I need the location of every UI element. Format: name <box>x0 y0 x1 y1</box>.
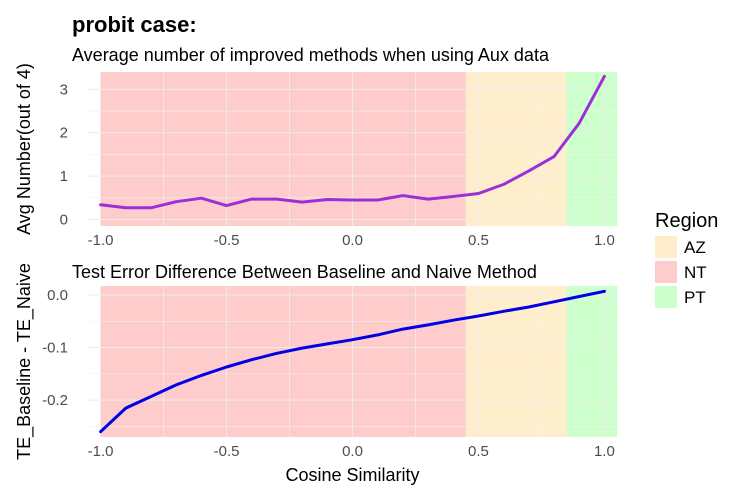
x-tick-label: -0.5 <box>214 232 240 249</box>
x-tick-label: -0.5 <box>214 443 240 460</box>
region-nt <box>100 72 466 226</box>
x-tick-label: -1.0 <box>88 443 114 460</box>
y-tick-label: 1 <box>60 168 68 185</box>
y-axis-label: Avg Number(out of 4) <box>14 63 34 235</box>
legend-title: Region <box>655 210 718 232</box>
y-tick-label: 0.0 <box>47 287 68 304</box>
panels: -1.0 -0.5 0.0 0.5 1.0 0 1 2 3 Avg Number(out of 4… <box>14 63 617 485</box>
x-tick-label: 0.0 <box>342 443 363 460</box>
y-tick-label: -0.2 <box>42 392 68 409</box>
legend-label-az: AZ <box>684 238 706 257</box>
panel-2: -1.0 -0.5 0.0 0.5 1.0 0.0 -0.1 -0.2 TE_Baseline … <box>14 263 617 485</box>
legend-key-az <box>655 236 677 258</box>
legend-key-nt <box>655 261 677 283</box>
panel2-title: Test Error Difference Between Baseline a… <box>72 262 537 282</box>
y-tick-label: 2 <box>60 125 68 142</box>
x-axis-label: Cosine Similarity <box>285 465 419 485</box>
x-tick-label: 0.0 <box>342 232 363 249</box>
region-pt <box>566 286 617 437</box>
series-line-te_diff <box>99 289 606 434</box>
series-line-avg_improved <box>99 74 606 210</box>
legend-key-pt <box>655 286 677 308</box>
x-tick-label: 1.0 <box>594 443 615 460</box>
y-tick-label: 0 <box>60 211 68 228</box>
x-tick-label: 0.5 <box>468 443 489 460</box>
region-pt <box>566 72 617 226</box>
x-tick-label: 0.5 <box>468 232 489 249</box>
panel1-title: Average number of improved methods when … <box>72 45 550 65</box>
y-tick-label: 3 <box>60 81 68 98</box>
figure-title: probit case: <box>72 12 197 37</box>
region-az <box>465 72 567 226</box>
x-tick-label: 1.0 <box>594 232 615 249</box>
y-axis-label: TE_Baseline - TE_Naive <box>14 263 35 460</box>
panel-1: -1.0 -0.5 0.0 0.5 1.0 0 1 2 3 Avg Number(out of 4… <box>14 63 617 249</box>
y-tick-label: -0.1 <box>42 340 68 357</box>
region-az <box>465 286 567 437</box>
legend: Region AZ NT PT <box>655 210 718 308</box>
x-tick-label: -1.0 <box>88 232 114 249</box>
legend-label-pt: PT <box>684 288 706 307</box>
legend-label-nt: NT <box>684 263 707 282</box>
region-nt <box>100 286 466 437</box>
